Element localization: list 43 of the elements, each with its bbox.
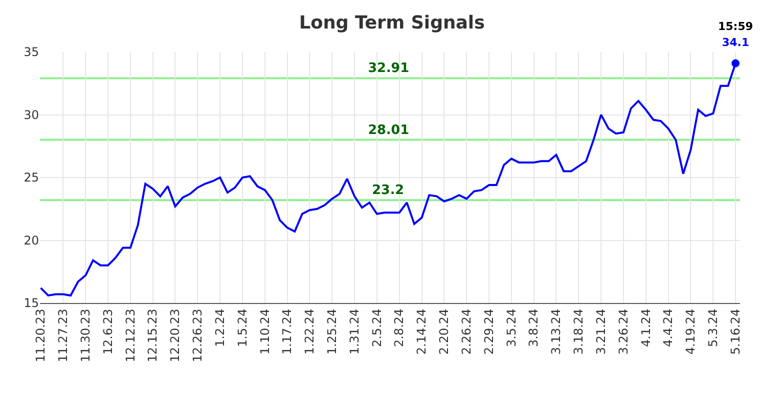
y-tick-label: 15 xyxy=(24,296,39,310)
x-tick-label: 2.29.24 xyxy=(482,308,496,355)
x-tick-label: 5.16.24 xyxy=(728,308,742,355)
x-tick-label: 1.2.24 xyxy=(212,308,227,347)
y-tick-label: 30 xyxy=(24,108,39,122)
y-tick-label: 25 xyxy=(24,170,39,185)
ref-line-label: 28.01 xyxy=(368,123,410,138)
ref-line-label: 23.2 xyxy=(372,183,404,198)
y-tick-label: 20 xyxy=(24,233,39,248)
x-tick-label: 3.18.24 xyxy=(572,308,586,355)
x-tick-label: 3.5.24 xyxy=(504,308,518,347)
x-tick-label: 3.8.24 xyxy=(526,308,541,347)
chart-title: Long Term Signals xyxy=(299,12,485,34)
x-tick-label: 4.4.24 xyxy=(661,308,676,347)
x-tick-label: 1.10.24 xyxy=(258,308,272,355)
x-tick-label: 2.20.24 xyxy=(437,308,452,355)
x-tick-label: 4.1.24 xyxy=(638,308,653,347)
x-tick-label: 1.25.24 xyxy=(325,308,339,355)
x-tick-label: 2.5.24 xyxy=(370,308,384,347)
x-tick-label: 1.17.24 xyxy=(280,308,294,355)
x-tick-label: 1.5.24 xyxy=(235,308,250,347)
annotation: 34.1 xyxy=(722,36,750,49)
x-tick-label: 3.21.24 xyxy=(594,308,608,355)
x-tick-label: 11.27.23 xyxy=(56,308,70,362)
ref-line-label: 32.91 xyxy=(368,61,410,76)
x-tick-label: 12.26.23 xyxy=(190,308,205,362)
x-tick-label: 5.3.24 xyxy=(706,308,720,347)
y-tick-label: 35 xyxy=(24,45,39,60)
x-tick-label: 12.20.23 xyxy=(168,308,182,362)
x-tick-label: 11.20.23 xyxy=(34,308,48,362)
x-tick-label: 2.8.24 xyxy=(392,308,406,347)
x-tick-label: 3.13.24 xyxy=(549,308,564,355)
x-tick-label: 11.30.23 xyxy=(78,308,92,362)
x-tick-label: 12.12.23 xyxy=(123,308,138,362)
x-tick-label: 2.14.24 xyxy=(414,308,429,355)
x-tick-label: 12.15.23 xyxy=(146,308,160,362)
x-tick-label: 12.6.23 xyxy=(100,308,115,355)
x-tick-label: 1.31.24 xyxy=(347,308,362,355)
x-tick-label: 4.19.24 xyxy=(684,308,698,355)
x-tick-label: 2.26.24 xyxy=(459,308,474,355)
x-tick-label: 3.26.24 xyxy=(616,308,630,355)
x-tick-label: 1.22.24 xyxy=(302,308,317,355)
annotation: 15:59 xyxy=(718,20,754,33)
